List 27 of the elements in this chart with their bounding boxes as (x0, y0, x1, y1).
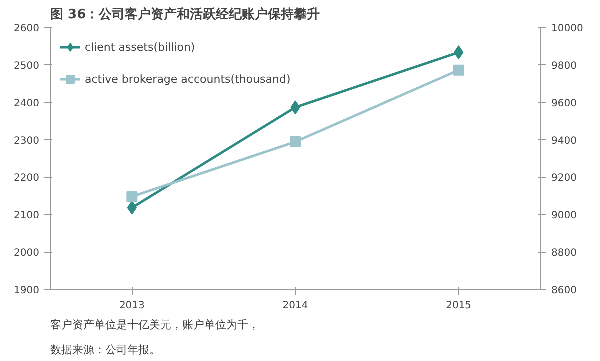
y2-tick-label: 8600 (552, 286, 577, 296)
point (290, 136, 301, 148)
y-tick-label: 2500 (14, 60, 40, 72)
point (453, 64, 464, 76)
y-tick-label: 2100 (14, 210, 40, 222)
y2-tick-label: 9400 (552, 136, 577, 147)
legend-label: active brokerage accounts(thousand) (85, 72, 291, 86)
y2-tick-label: 9000 (552, 210, 577, 222)
y2-tick-label: 8800 (552, 248, 577, 260)
x-tick-label: 2015 (446, 300, 472, 312)
y-tick-label: 2300 (14, 136, 40, 147)
source-note: 数据来源：公司年报。 (50, 344, 160, 356)
y-tick-label: 2400 (14, 98, 40, 110)
text: 客户资产单位是十亿美元，账户单位为千， (50, 318, 260, 332)
y2-tick-label: 9800 (552, 60, 577, 72)
y2-tick-label: 9600 (552, 98, 577, 110)
y-tick-label: 1900 (14, 286, 40, 296)
x-tick-label: 2014 (282, 300, 308, 312)
chart-title: 图 36：公司客户资产和活跃经纪账户保持攀升 (50, 6, 320, 22)
point (126, 191, 138, 202)
y2-tick-label: 10000 (552, 24, 584, 34)
legend-label: client assets(billion) (85, 40, 196, 54)
y2-tick-label: 9200 (552, 173, 577, 184)
y-tick-label: 2000 (14, 248, 40, 260)
y-tick-label: 2600 (14, 24, 40, 34)
x-tick-label: 2013 (119, 300, 145, 312)
y-tick-label: 2200 (14, 173, 40, 184)
